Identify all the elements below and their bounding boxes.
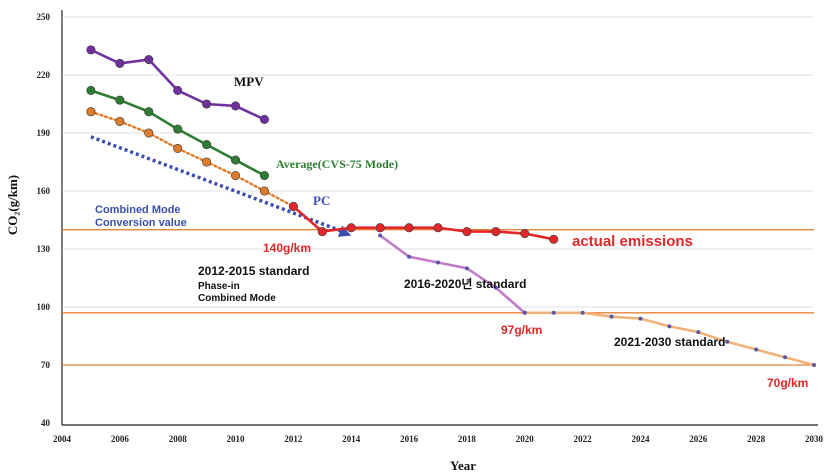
standard-2012-phase-in: Phase-in	[198, 281, 240, 292]
series-1-point-2011	[259, 170, 270, 181]
series-5-point-2029	[783, 355, 788, 360]
series-5-point-2023	[609, 314, 614, 319]
series-1-point-2006	[115, 95, 125, 105]
series-5-point-2028	[754, 347, 759, 352]
x-axis-title: Year	[450, 458, 476, 473]
series-3-point-2015	[375, 223, 385, 233]
series-lines	[86, 45, 816, 367]
series-3-point-2020	[520, 228, 530, 239]
series-3-point-2012	[288, 201, 298, 212]
series-5-point-2020	[522, 310, 527, 315]
pc-label: PC	[313, 193, 330, 208]
x-tick-2004: 2004	[53, 434, 72, 444]
series-5-point-2026	[696, 330, 701, 335]
series-4-point-2017	[436, 260, 440, 265]
series-0-point-2010	[230, 101, 241, 111]
series-2-point-2006	[115, 116, 125, 126]
y-tick-70: 70	[41, 360, 51, 370]
series-0-point-2011	[259, 114, 270, 125]
y-tick-160: 160	[37, 186, 51, 196]
series-3-point-2021	[549, 234, 559, 244]
series-line-3	[292, 205, 554, 241]
x-tick-2024: 2024	[631, 434, 650, 444]
x-tick-2008: 2008	[169, 434, 188, 444]
series-5-point-2024	[638, 316, 643, 321]
series-2-point-2005	[86, 107, 96, 117]
standard-2012-combined: Combined Mode	[198, 293, 276, 304]
y-tick-220: 220	[37, 70, 51, 80]
series-2-point-2008	[173, 143, 183, 154]
series-5-point-2027	[725, 339, 730, 344]
standard-2012-label: 2012-2015 standard	[198, 264, 309, 278]
actual-emissions-label: actual emissions	[572, 233, 693, 250]
x-tick-labels: 2004 2006 2008 2010 2012 2014 2016 2018 2020 2022…	[53, 434, 824, 444]
series-3-point-2018	[462, 227, 472, 237]
x-tick-2014: 2014	[342, 434, 361, 444]
series-1-point-2008	[173, 124, 183, 134]
series-4-point-2018	[464, 266, 469, 271]
target-140-label: 140g/km	[263, 241, 311, 255]
y-tick-130: 130	[37, 244, 51, 254]
series-1-point-2007	[144, 107, 154, 117]
target-70-label: 70g/km	[767, 376, 808, 390]
combined-mode-label-1: Combined Mode	[95, 204, 181, 216]
x-tick-2020: 2020	[516, 434, 535, 444]
series-5-point-2025	[667, 324, 672, 329]
mpv-label: MPV	[234, 74, 264, 89]
series-4-point-2016	[407, 254, 412, 259]
series-2-point-2007	[144, 128, 154, 138]
y-tick-100: 100	[37, 302, 51, 312]
x-tick-2026: 2026	[689, 434, 708, 444]
series-3-point-2019	[491, 227, 501, 237]
series-2-point-2009	[202, 157, 212, 167]
series-1-point-2009	[202, 140, 212, 150]
series-0-point-2006	[115, 58, 125, 68]
series-5-point-2022	[580, 310, 585, 315]
x-tick-2028: 2028	[747, 434, 766, 444]
series-line-2	[89, 110, 295, 208]
combined-mode-label-2: Conversion value	[95, 217, 187, 229]
y-tick-labels: 40 70 100 130 160 190 220 250	[37, 12, 51, 428]
x-tick-2018: 2018	[458, 434, 477, 444]
series-line-4	[379, 234, 526, 314]
series-4-point-2015	[378, 233, 383, 238]
series-0-point-2008	[173, 85, 183, 96]
series-3-point-2017	[433, 223, 443, 233]
series-3-point-2016	[404, 223, 414, 233]
series-0-point-2009	[202, 99, 212, 109]
y-tick-250: 250	[37, 12, 51, 22]
average-label: Average(CVS-75 Mode)	[276, 157, 398, 171]
x-tick-2010: 2010	[227, 434, 246, 444]
series-2-point-2011	[259, 186, 270, 196]
x-tick-2006: 2006	[111, 434, 130, 444]
x-tick-2022: 2022	[574, 434, 593, 444]
x-tick-2016: 2016	[400, 434, 419, 444]
y-axis-title: CO₂(g/km)	[5, 175, 20, 235]
x-tick-2030: 2030	[805, 434, 824, 444]
series-5-point-2021	[551, 310, 556, 315]
standard-2021-label: 2021-2030 standard	[614, 335, 725, 349]
series-2-point-2010	[230, 170, 241, 181]
series-1-point-2010	[230, 155, 241, 165]
standard-2016-label: 2016-2020년 standard	[404, 277, 526, 291]
series-4-point-2019	[493, 285, 498, 290]
series-3-point-2014	[346, 223, 356, 233]
series-0-point-2007	[144, 54, 154, 65]
series-3-point-2013	[317, 227, 327, 237]
series-0-point-2005	[86, 45, 96, 55]
series-1-point-2005	[86, 85, 96, 96]
series-5-point-2030	[812, 363, 816, 367]
x-tick-2012: 2012	[284, 434, 303, 444]
y-tick-190: 190	[37, 128, 51, 138]
target-97-label: 97g/km	[501, 323, 542, 337]
y-tick-40: 40	[41, 418, 51, 428]
